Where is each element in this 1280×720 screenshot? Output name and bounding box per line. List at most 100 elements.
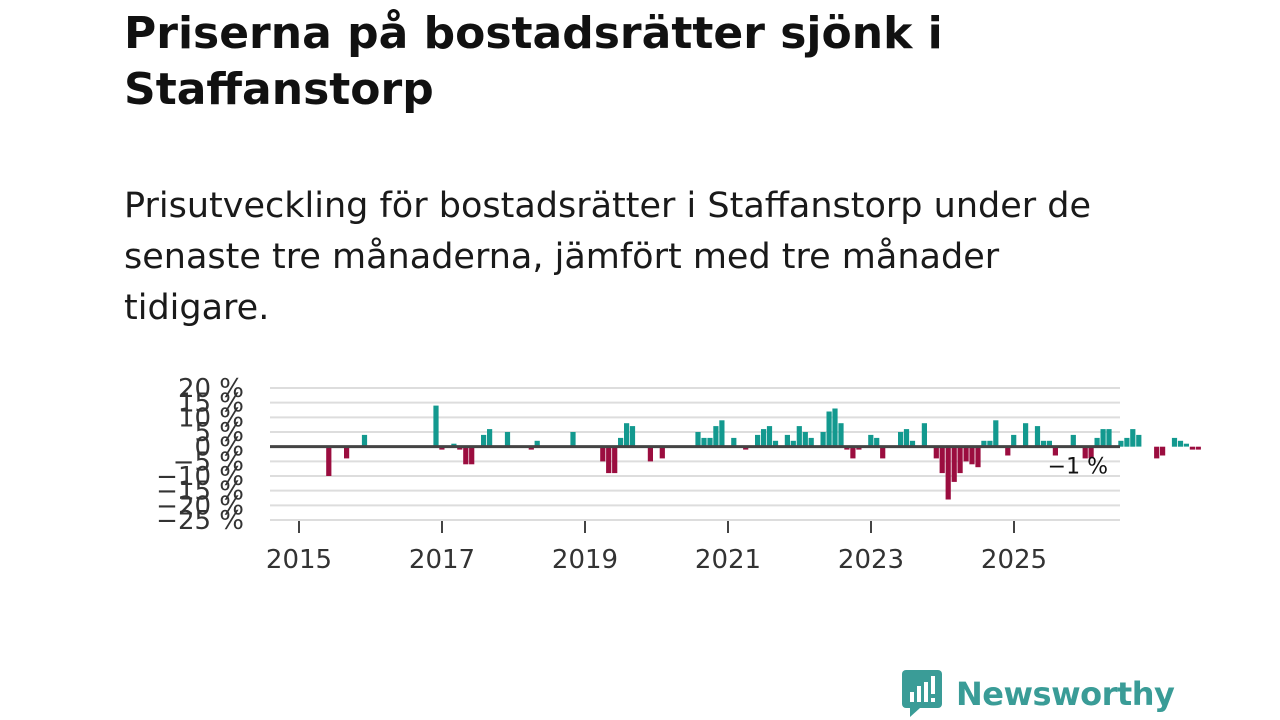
bar bbox=[469, 446, 475, 465]
bar bbox=[909, 440, 916, 447]
x-tick-label: 2025 bbox=[981, 545, 1047, 575]
bar bbox=[1136, 434, 1142, 447]
bar bbox=[1100, 429, 1106, 447]
bar bbox=[570, 432, 576, 447]
bar bbox=[826, 411, 832, 447]
y-tick-label: −20 % bbox=[156, 491, 244, 521]
bar bbox=[993, 420, 999, 447]
bar bbox=[695, 432, 701, 447]
bar bbox=[1011, 434, 1017, 447]
bar bbox=[832, 408, 838, 447]
bar bbox=[1034, 426, 1041, 447]
bar bbox=[987, 440, 993, 447]
bar bbox=[344, 446, 350, 459]
bar bbox=[761, 429, 767, 447]
newsworthy-logo: Newsworthy bbox=[902, 670, 1175, 718]
y-tick-label: 0 % bbox=[194, 433, 244, 463]
bar bbox=[534, 440, 540, 447]
y-tick-label: −5 % bbox=[173, 447, 244, 477]
grid-lines bbox=[270, 387, 1120, 521]
bar bbox=[903, 429, 910, 447]
bar bbox=[361, 434, 368, 447]
bar bbox=[1094, 437, 1100, 447]
bar bbox=[755, 434, 761, 447]
bar bbox=[1106, 429, 1112, 447]
y-tick-label: −25 % bbox=[156, 506, 244, 536]
chart-title: Priserna på bostadsrätter sjönk i Staffa… bbox=[124, 8, 943, 115]
last-value-annotation: −1 % bbox=[1048, 454, 1108, 479]
bar bbox=[933, 446, 939, 459]
bar bbox=[1023, 423, 1029, 447]
x-tick-label: 2023 bbox=[838, 545, 904, 575]
bar bbox=[880, 446, 886, 459]
chart-subtitle: Prisutveckling för bostadsrätter i Staff… bbox=[124, 186, 1092, 328]
bar bbox=[868, 434, 874, 447]
bar bbox=[784, 434, 790, 447]
bar bbox=[796, 426, 802, 447]
bar bbox=[1177, 440, 1184, 447]
bar bbox=[1154, 446, 1160, 459]
bar bbox=[1160, 446, 1166, 456]
bar bbox=[981, 440, 987, 447]
bar bbox=[1082, 446, 1088, 459]
bar bbox=[487, 429, 493, 447]
x-tick-label: 2021 bbox=[695, 545, 761, 575]
bar bbox=[707, 437, 713, 447]
bar bbox=[838, 423, 844, 447]
bar bbox=[874, 437, 880, 447]
bar bbox=[731, 437, 737, 447]
bar bbox=[1005, 446, 1011, 456]
bar bbox=[898, 432, 904, 447]
bar bbox=[945, 446, 951, 500]
y-tick-label: 10 % bbox=[178, 403, 244, 433]
y-tick-label: −15 % bbox=[156, 477, 244, 507]
bar bbox=[481, 434, 487, 447]
bar bbox=[963, 446, 969, 462]
bar bbox=[1052, 446, 1058, 456]
bar bbox=[1130, 429, 1136, 447]
y-tick-label: −10 % bbox=[156, 462, 244, 492]
bar bbox=[600, 446, 606, 462]
bar bbox=[975, 446, 981, 468]
bar bbox=[606, 446, 612, 474]
bar bbox=[969, 446, 975, 465]
y-tick-label: 20 % bbox=[178, 374, 244, 404]
x-tick-label: 2015 bbox=[266, 545, 332, 575]
bar bbox=[463, 446, 469, 465]
x-tick-label: 2019 bbox=[552, 545, 618, 575]
bar bbox=[1040, 440, 1047, 447]
y-tick-label: 5 % bbox=[194, 418, 244, 448]
bar bbox=[957, 446, 963, 474]
bar bbox=[612, 446, 618, 474]
bar bbox=[1171, 437, 1178, 447]
bar bbox=[504, 432, 511, 447]
y-tick-label: 15 % bbox=[178, 389, 244, 419]
bar bbox=[802, 432, 808, 447]
bar bbox=[1118, 440, 1124, 447]
bar bbox=[624, 423, 630, 447]
bar bbox=[790, 440, 796, 447]
x-axis: 2015 2017 2019 2021 2023 2025 bbox=[266, 521, 1047, 575]
bar bbox=[326, 446, 332, 476]
bar bbox=[659, 446, 665, 459]
newsworthy-logo-icon bbox=[902, 670, 942, 717]
bar bbox=[772, 440, 779, 447]
brand-name: Newsworthy bbox=[956, 675, 1175, 713]
bar bbox=[850, 446, 856, 459]
y-axis: 20 %15 %10 %5 %0 %−5 %−10 %−15 %−20 %−25… bbox=[156, 374, 244, 536]
bar bbox=[1070, 434, 1076, 447]
bar bbox=[921, 423, 927, 447]
bar bbox=[1189, 446, 1195, 450]
bar-chart: 20 %15 %10 %5 %0 %−5 %−10 %−15 %−20 %−25… bbox=[156, 374, 1201, 575]
bar bbox=[1088, 446, 1094, 459]
bar bbox=[647, 446, 653, 462]
bar bbox=[820, 432, 826, 447]
bar bbox=[713, 426, 719, 447]
bar bbox=[701, 437, 707, 447]
bar bbox=[451, 443, 457, 447]
bar bbox=[1046, 440, 1052, 447]
bar bbox=[1195, 446, 1201, 450]
bar bbox=[951, 446, 957, 482]
bar bbox=[719, 420, 725, 447]
bar bbox=[939, 446, 945, 474]
